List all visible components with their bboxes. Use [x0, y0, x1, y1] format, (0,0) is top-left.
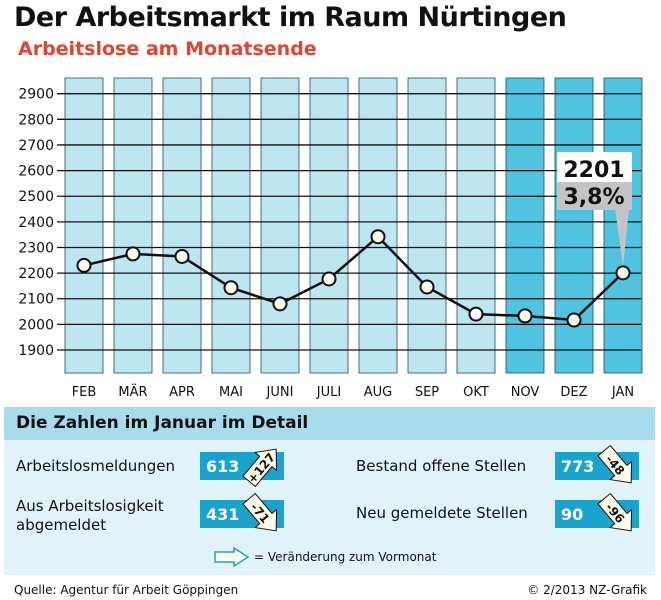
column-mär: [113, 77, 153, 374]
y-tick-label: 2500: [18, 189, 54, 205]
column-feb: [64, 77, 104, 374]
x-tick-label: JAN: [611, 385, 634, 400]
data-point-feb: [76, 257, 92, 273]
badge-neue-stellen: 90 -96: [555, 492, 639, 532]
column-dez: [554, 77, 594, 374]
column-juni: [260, 77, 300, 374]
x-tick-label: FEB: [72, 385, 97, 400]
y-tick-label: 2800: [18, 112, 54, 128]
column-okt: [456, 77, 496, 374]
callout-rate-bg: [557, 181, 632, 210]
x-tick-label: JULI: [316, 385, 341, 400]
y-tick-label: 2400: [18, 215, 54, 231]
detail-label-neue-stellen: Neu gemeldete Stellen: [356, 504, 528, 522]
legend: = Veränderung zum Vormonat: [214, 547, 436, 567]
y-tick-label: 2200: [18, 266, 54, 282]
page-title: Der Arbeitsmarkt im Raum Nürtingen: [14, 2, 567, 33]
callout-value-bg: [557, 152, 632, 182]
column-sep: [407, 77, 447, 374]
callout-pointer: [615, 208, 629, 268]
data-point-dez: [566, 312, 582, 328]
column-nov: [505, 77, 545, 374]
legend-text: = Veränderung zum Vormonat: [254, 550, 437, 564]
source-note: Quelle: Agentur für Arbeit Göppingen: [14, 583, 239, 597]
badge-offene-stellen: 773 -48: [555, 444, 639, 484]
x-tick-label: OKT: [463, 385, 489, 400]
data-point-juli: [321, 271, 337, 287]
arrow-icon: [597, 444, 633, 484]
y-tick-label: 1900: [18, 343, 54, 359]
badge-value: 613: [206, 457, 239, 476]
arrow-icon: [242, 492, 278, 532]
column-juli: [309, 77, 349, 374]
badge-abgemeldet: 431 -71: [200, 492, 284, 532]
data-point-sep: [419, 279, 435, 295]
line-chart: FEB MÄR APR MAI JUNI JULI AUG SEP OKT NOV DEZ JAN 19…: [18, 77, 643, 400]
data-point-aug: [370, 229, 386, 245]
detail-label-arbeitslosmeldungen: Arbeitslosmeldungen: [16, 457, 176, 475]
x-tick-label: AUG: [364, 385, 392, 400]
badge-arbeitslosmeldungen: 613 +127: [200, 448, 284, 488]
column-apr: [162, 77, 202, 374]
detail-panel: Die Zahlen im Januar im Detail Arbeitslo…: [4, 407, 655, 575]
y-tick-label: 2700: [18, 138, 54, 154]
data-point-mär: [125, 246, 141, 262]
badge-value: 90: [561, 505, 583, 524]
badge-value: 431: [206, 505, 239, 524]
y-tick-label: 2600: [18, 164, 54, 180]
arrow-icon: [242, 448, 278, 488]
x-tick-label: MÄR: [118, 384, 147, 400]
detail-heading: Die Zahlen im Januar im Detail: [4, 407, 655, 440]
x-tick-label: SEP: [415, 385, 439, 400]
data-point-jan: [615, 265, 631, 281]
data-point-nov: [517, 308, 533, 324]
y-tick-label: 2300: [18, 240, 54, 256]
y-tick-label: 2000: [18, 317, 54, 333]
detail-label-abgemeldet: Aus Arbeitslosigkeit abgemeldet: [16, 497, 164, 534]
y-tick-label: 2100: [18, 292, 54, 308]
arrow-icon: [597, 492, 633, 532]
x-tick-label: DEZ: [560, 385, 587, 400]
x-tick-label: APR: [169, 385, 195, 400]
detail-label-offene-stellen: Bestand offene Stellen: [356, 457, 527, 475]
data-point-apr: [174, 248, 190, 264]
arrow-icon: [214, 547, 250, 567]
column-mai: [211, 77, 251, 374]
chart-subtitle: Arbeitslose am Monatsende: [18, 38, 317, 60]
data-point-juni: [272, 296, 288, 312]
x-tick-label: NOV: [511, 385, 540, 400]
data-point-mai: [223, 280, 239, 296]
badge-value: 773: [561, 457, 594, 476]
callout-value: 2201: [563, 158, 624, 183]
x-tick-label: JUNI: [266, 385, 294, 400]
column-aug: [358, 77, 398, 374]
x-tick-label: MAI: [219, 385, 243, 400]
callout-rate: 3,8%: [563, 185, 624, 210]
copyright: © 2/2013 NZ-Grafik: [527, 583, 647, 597]
data-line: [83, 235, 624, 322]
data-point-okt: [468, 306, 484, 322]
y-tick-label: 2900: [18, 87, 54, 103]
